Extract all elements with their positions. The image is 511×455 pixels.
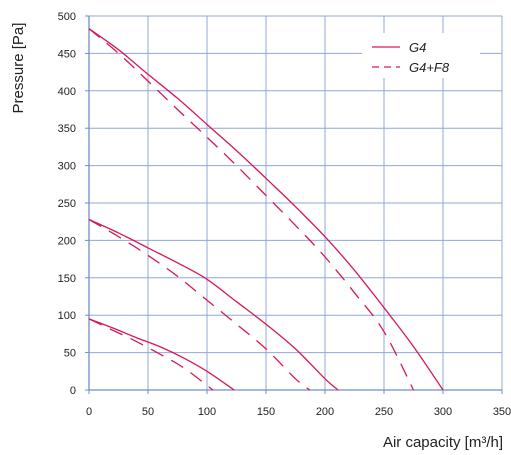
axes [85, 15, 503, 394]
x-tick-label-200: 200 [316, 406, 334, 418]
legend-label-g4-f8: G4+F8 [409, 60, 450, 75]
series-g4-curve-0 [88, 28, 444, 391]
legend-label-g4: G4 [409, 40, 426, 55]
y-tick-labels: 0 50 100 150 200 250 300 350 400 450 500 [58, 11, 76, 397]
x-tick-label-150: 150 [257, 406, 275, 418]
x-axis-title: Air capacity [m³/h] [383, 434, 503, 451]
y-tick-label-50: 50 [64, 348, 76, 360]
x-tick-label-100: 100 [198, 406, 216, 418]
series-g4-curve-2 [88, 218, 339, 391]
y-axis-title: Pressure [Pa] [10, 23, 27, 114]
y-tick-label-200: 200 [58, 235, 76, 247]
x-tick-labels: 0 50 100 150 200 250 300 350 [86, 406, 511, 418]
x-tick-label-0: 0 [86, 406, 92, 418]
series-g4-f8-curve-1 [88, 28, 415, 391]
y-tick-label-0: 0 [70, 385, 76, 397]
grid [89, 15, 503, 390]
y-tick-label-250: 250 [58, 198, 76, 210]
x-tick-label-250: 250 [375, 406, 393, 418]
y-tick-label-100: 100 [58, 310, 76, 322]
y-tick-label-300: 300 [58, 161, 76, 173]
x-tick-label-350: 350 [493, 406, 511, 418]
y-tick-label-400: 400 [58, 86, 76, 98]
y-tick-label-150: 150 [58, 273, 76, 285]
series-g4-curve-4 [88, 318, 235, 391]
series-group [88, 28, 444, 391]
x-tick-label-300: 300 [434, 406, 452, 418]
legend: G4 G4+F8 [362, 33, 480, 78]
y-tick-label-500: 500 [58, 11, 76, 23]
x-tick-label-50: 50 [142, 406, 154, 418]
series-g4-f8-curve-3 [88, 218, 311, 391]
series-g4-f8-curve-5 [88, 318, 214, 391]
y-tick-label-450: 450 [58, 48, 76, 60]
y-tick-label-350: 350 [58, 123, 76, 135]
legend-background [362, 33, 480, 78]
